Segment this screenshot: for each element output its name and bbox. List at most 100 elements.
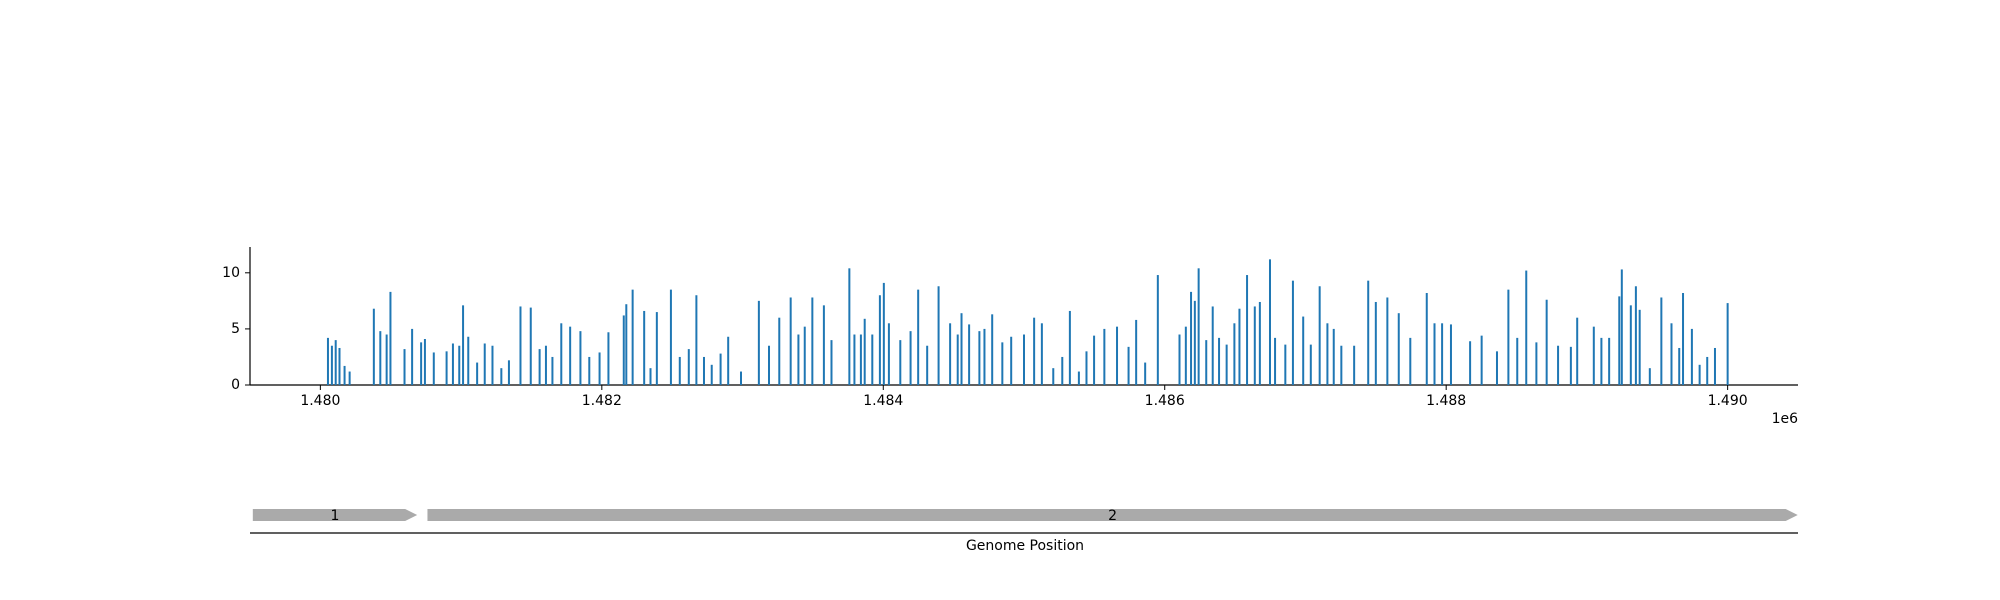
bar bbox=[1332, 328, 1335, 385]
bar bbox=[1190, 291, 1193, 385]
bar bbox=[803, 326, 806, 385]
y-tick-label: 10 bbox=[222, 265, 240, 281]
bar bbox=[1608, 337, 1611, 385]
bar bbox=[411, 328, 414, 385]
bar bbox=[403, 349, 406, 385]
bar bbox=[1620, 269, 1623, 385]
bar bbox=[991, 314, 994, 385]
bar bbox=[811, 297, 814, 385]
bar bbox=[1246, 275, 1249, 385]
bar bbox=[789, 297, 792, 385]
bar bbox=[372, 308, 375, 385]
x-tick-label: 1.480 bbox=[300, 393, 340, 409]
bar bbox=[899, 340, 902, 385]
bar bbox=[1600, 337, 1603, 385]
bar bbox=[1480, 335, 1483, 385]
bar bbox=[330, 345, 333, 385]
bar bbox=[1433, 323, 1436, 385]
bar bbox=[1449, 324, 1452, 385]
bar bbox=[483, 343, 486, 385]
x-tick-label: 1.486 bbox=[1145, 393, 1185, 409]
bar bbox=[949, 323, 952, 385]
bar bbox=[1592, 326, 1595, 385]
bar bbox=[1516, 337, 1519, 385]
bar bbox=[1409, 337, 1412, 385]
bar bbox=[334, 340, 337, 385]
bar bbox=[1127, 346, 1130, 385]
bar bbox=[1678, 347, 1681, 385]
bar bbox=[348, 371, 351, 385]
bar bbox=[863, 318, 866, 385]
bar bbox=[917, 289, 920, 385]
bar bbox=[1318, 286, 1321, 385]
bar bbox=[695, 295, 698, 385]
bar bbox=[1425, 293, 1428, 385]
bar bbox=[462, 305, 465, 385]
bar bbox=[500, 368, 503, 385]
bar bbox=[655, 312, 658, 385]
bar bbox=[1569, 346, 1572, 385]
bar bbox=[326, 337, 329, 385]
bar bbox=[878, 295, 881, 385]
bar bbox=[678, 356, 681, 385]
bar bbox=[727, 336, 730, 385]
bar bbox=[871, 334, 874, 385]
bar bbox=[458, 345, 461, 385]
bar bbox=[1103, 328, 1106, 385]
bar bbox=[1397, 313, 1400, 385]
bar bbox=[937, 286, 940, 385]
bar bbox=[1205, 340, 1208, 385]
bar bbox=[983, 328, 986, 385]
bar bbox=[1068, 310, 1071, 385]
bar bbox=[978, 331, 981, 385]
bar bbox=[768, 345, 771, 385]
bar bbox=[1557, 345, 1560, 385]
bar bbox=[432, 352, 435, 385]
bar bbox=[1001, 342, 1004, 385]
bar bbox=[649, 368, 652, 385]
bar bbox=[1218, 337, 1221, 385]
bar bbox=[1284, 344, 1287, 385]
bar bbox=[491, 345, 494, 385]
bar bbox=[1374, 301, 1377, 385]
bar bbox=[859, 334, 862, 385]
bar bbox=[1302, 316, 1305, 385]
bar bbox=[1706, 356, 1709, 385]
bar bbox=[467, 336, 470, 385]
bar bbox=[529, 307, 532, 385]
bar bbox=[1690, 328, 1693, 385]
bar bbox=[1193, 300, 1196, 385]
bar bbox=[643, 310, 646, 385]
bar bbox=[625, 304, 628, 385]
bar bbox=[1253, 306, 1256, 385]
bar bbox=[338, 347, 341, 385]
bar bbox=[1660, 297, 1663, 385]
bar bbox=[343, 365, 346, 385]
bar bbox=[1545, 299, 1548, 385]
bar bbox=[1135, 319, 1138, 385]
bar bbox=[1670, 323, 1673, 385]
gene-label: 1 bbox=[331, 508, 340, 524]
bar bbox=[1682, 293, 1685, 385]
bar bbox=[848, 268, 851, 385]
bar bbox=[1085, 351, 1088, 385]
bar bbox=[1211, 306, 1214, 385]
bar bbox=[1077, 371, 1080, 385]
bar bbox=[909, 331, 912, 385]
bar bbox=[830, 340, 833, 385]
gene-label: 2 bbox=[1108, 508, 1117, 524]
bar bbox=[687, 349, 690, 385]
bar bbox=[1367, 280, 1370, 385]
bar bbox=[1052, 368, 1055, 385]
bar bbox=[1535, 342, 1538, 385]
bar bbox=[968, 324, 971, 385]
bar bbox=[445, 351, 448, 385]
x-tick-label: 1.484 bbox=[863, 393, 903, 409]
bar bbox=[1326, 323, 1329, 385]
bar bbox=[598, 352, 601, 385]
bar bbox=[544, 345, 547, 385]
bar bbox=[1525, 270, 1528, 385]
bar bbox=[669, 289, 672, 385]
bar bbox=[1634, 286, 1637, 385]
